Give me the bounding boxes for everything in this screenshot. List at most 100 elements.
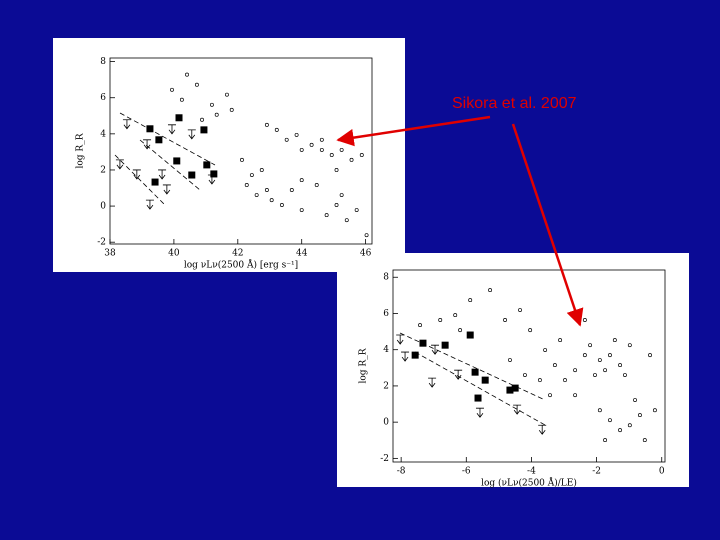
data-point [627,343,632,348]
data-point [175,114,183,122]
data-point [618,428,622,433]
data-point [299,178,304,183]
data-point [259,168,264,172]
data-point [194,82,199,87]
data-point [354,208,359,213]
y-tick-label: 4 [383,345,389,355]
data-point [453,313,458,318]
data-point [474,394,482,402]
data-point [648,353,652,358]
upper-limit [538,424,547,435]
data-point [612,338,617,343]
upper-limit [143,139,152,150]
data-point [488,288,493,293]
plot-frame [109,57,373,245]
annotation: Sikora et al. 2007 [452,95,577,112]
data-point [170,87,174,92]
upper-limit [428,377,437,388]
upper-limit [132,169,141,180]
data-point [200,117,204,122]
data-point [563,378,567,383]
x-axis-label: log (νLν(2500 Å)/LE) [481,477,577,489]
y-tick-label: -2 [97,238,106,248]
data-point [582,318,587,322]
plot-panel [53,38,405,272]
data-point [411,351,419,359]
data-point [289,188,294,192]
upper-limit [513,404,522,415]
y-tick-label: 2 [100,165,106,175]
data-point [471,368,479,376]
data-point [607,418,612,423]
upper-limit [115,159,124,170]
data-point [284,137,289,142]
fit-line [119,112,216,166]
data-point [269,198,274,203]
x-tick-label: 38 [104,249,116,259]
data-point [642,438,647,443]
x-tick-label: -2 [592,467,601,477]
y-tick-label: 6 [100,93,106,103]
data-point [339,193,344,198]
y-tick-label: -2 [380,454,389,464]
data-point [622,373,627,378]
upper-limit [401,351,410,362]
data-point [597,358,602,362]
data-point [294,132,299,137]
data-point [418,323,422,328]
data-point [633,398,637,403]
data-point [339,147,344,152]
x-tick-label: 44 [296,249,308,259]
data-point [511,384,519,392]
data-point [552,363,557,368]
data-point [349,157,354,162]
fit-line [139,139,201,191]
data-point [155,136,163,144]
plot-panel [337,253,689,487]
data-point [637,413,642,418]
data-point [209,102,214,107]
x-tick-label: -4 [527,467,536,477]
data-point [558,338,563,343]
data-point [627,423,632,428]
x-tick-label: 0 [659,467,665,477]
x-tick-label: 40 [168,249,180,259]
data-point [299,147,304,152]
upper-limit [167,124,176,135]
data-point [299,208,304,213]
y-tick-label: 4 [100,129,106,139]
data-point [329,153,334,157]
data-point [603,368,608,373]
data-point [254,193,259,198]
y-tick-label: 0 [100,202,106,212]
plot-frame [392,269,666,463]
data-point [468,298,473,303]
y-tick-label: 0 [383,418,389,428]
data-point [173,157,181,165]
data-point [324,213,329,218]
upper-limit [158,169,167,180]
data-point [203,161,211,169]
data-point [279,203,284,207]
data-point [334,168,339,172]
data-point [522,373,527,378]
pointer-arrow [336,115,491,147]
data-point [179,97,184,102]
y-axis-label: log R_R [76,133,86,168]
data-point [438,318,443,322]
data-point [319,147,324,152]
fit-line [414,351,546,426]
upper-limit [431,344,440,355]
data-point [503,318,508,322]
data-point [249,173,254,177]
upper-limit [475,407,484,418]
data-point [200,126,208,134]
data-point [573,393,578,398]
data-point [458,328,463,333]
data-point [314,182,319,187]
upper-limit [145,199,154,210]
data-point [229,107,234,112]
data-point [151,178,159,186]
data-point [518,308,522,312]
x-tick-label: 46 [360,249,372,259]
